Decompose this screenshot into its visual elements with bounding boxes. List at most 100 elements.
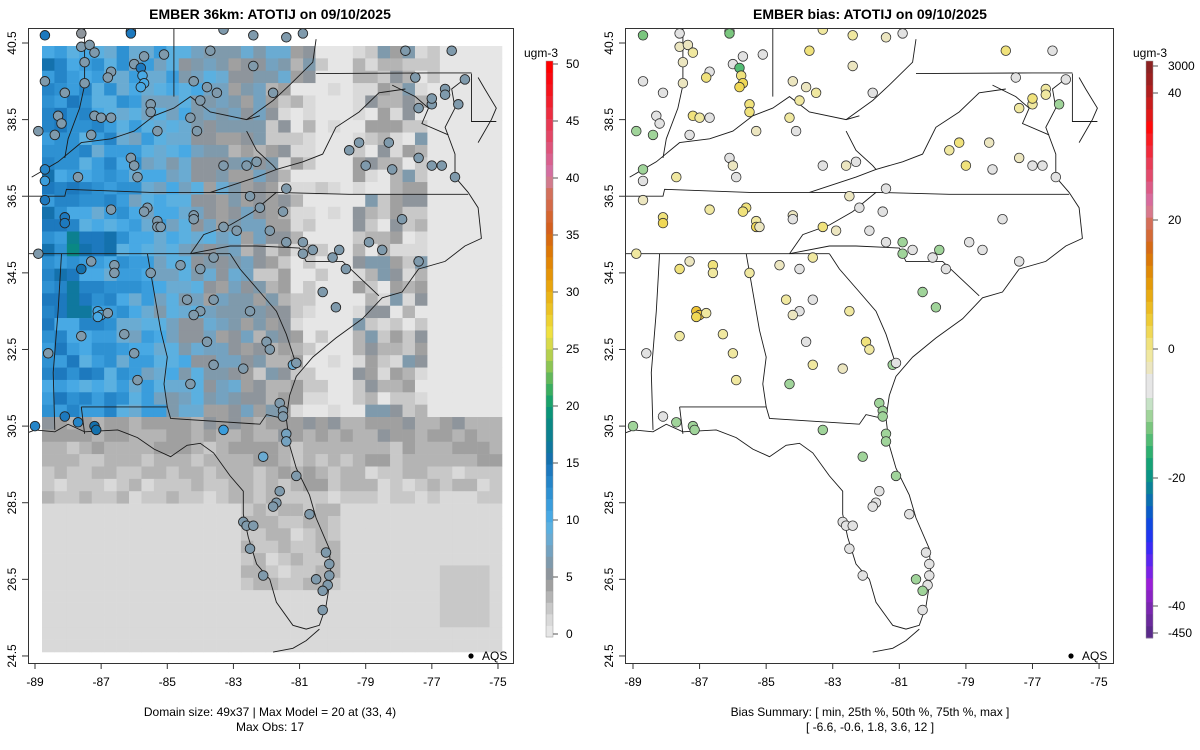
grid-cell (464, 417, 478, 430)
grid-cell (178, 602, 192, 616)
grid-cell (452, 206, 465, 220)
grid-cell (116, 219, 130, 232)
grid-cell (216, 454, 229, 467)
grid-cell (303, 590, 316, 603)
grid-cell (278, 70, 291, 84)
grid-cell (203, 590, 217, 603)
colorbar-swatch (1146, 421, 1153, 435)
station-marker (105, 204, 117, 215)
grid-cell (303, 466, 316, 480)
grid-cell (42, 95, 55, 109)
grid-cell (315, 132, 329, 146)
bias-station-marker (880, 436, 892, 447)
station-marker (281, 436, 292, 447)
grid-cell (253, 392, 267, 405)
grid-cell (352, 454, 366, 467)
grid-cell (278, 466, 291, 480)
grid-cell (116, 367, 130, 381)
grid-cell (414, 454, 428, 467)
grid-cell (290, 95, 304, 109)
grid-cell (166, 194, 180, 208)
grid-cell (228, 256, 242, 269)
grid-cell (464, 256, 478, 269)
grid-cell (178, 528, 192, 541)
grid-cell (228, 293, 242, 307)
right-x-axis: -89 -87 -85 -83 -81 -79 -77 -75 (624, 663, 1108, 689)
grid-cell (216, 627, 229, 640)
y-tick-label: 24.5 (602, 644, 616, 668)
grid-cell (377, 107, 391, 121)
grid-cell (66, 404, 80, 418)
grid-cell (377, 157, 391, 170)
grid-cell (228, 379, 242, 393)
grid-cell (464, 590, 478, 603)
grid-cell (253, 70, 267, 84)
grid-cell (477, 441, 490, 455)
grid-cell (477, 367, 490, 381)
grid-cell (240, 466, 254, 480)
grid-cell (178, 503, 192, 517)
grid-cell (402, 577, 416, 591)
grid-cell (216, 404, 229, 418)
grid-cell (203, 602, 217, 616)
grid-cell (402, 454, 416, 467)
grid-cell (153, 330, 167, 344)
grid-cell (203, 194, 217, 208)
grid-cell (91, 441, 105, 455)
grid-cell (228, 107, 242, 121)
grid-cell (452, 318, 465, 331)
grid-cell (352, 231, 366, 245)
grid-cell (489, 590, 503, 603)
grid-cell (129, 429, 142, 443)
grid-cell (439, 70, 453, 84)
grid-cell (178, 392, 192, 405)
grid-cell (240, 528, 254, 541)
station-marker (152, 125, 163, 137)
grid-cell (278, 590, 291, 603)
grid-cell (216, 367, 229, 381)
colorbar-swatch (546, 556, 553, 569)
grid-cell (365, 503, 378, 517)
grid-cell (153, 355, 167, 368)
grid-cell (439, 404, 453, 418)
grid-cell (153, 70, 167, 84)
grid-cell (216, 305, 229, 319)
grid-cell (129, 540, 142, 554)
grid-cell (352, 182, 366, 195)
station-marker (33, 248, 44, 259)
grid-cell (216, 491, 229, 504)
border-line (650, 253, 661, 430)
station-marker (386, 164, 398, 175)
grid-cell (178, 355, 192, 368)
station-marker (102, 72, 114, 83)
station-marker (79, 77, 90, 89)
grid-cell (303, 293, 316, 307)
grid-cell (340, 293, 354, 307)
grid-cell (489, 194, 503, 208)
bias-station-marker (907, 244, 918, 256)
station-marker (125, 29, 137, 39)
bias-station-marker (691, 311, 702, 323)
grid-cell (352, 553, 366, 566)
y-tick-label: 24.5 (5, 644, 19, 668)
bias-station-marker (637, 30, 649, 41)
grid-cell (104, 379, 117, 393)
grid-cell (464, 528, 478, 541)
grid-cell (265, 46, 279, 59)
station-marker (188, 213, 199, 225)
station-marker (330, 302, 342, 313)
grid-cell (104, 478, 117, 492)
grid-cell (365, 639, 378, 653)
grid-cell (240, 206, 254, 220)
bias-station-marker (724, 29, 735, 39)
grid-cell (91, 95, 105, 109)
grid-cell (240, 95, 254, 109)
grid-cell (116, 70, 130, 84)
grid-cell (365, 182, 378, 195)
grid-cell (216, 379, 229, 393)
bias-station-marker (960, 160, 972, 171)
grid-cell (66, 318, 80, 331)
grid-cell (439, 169, 453, 183)
grid-cell (365, 491, 378, 504)
grid-cell (129, 404, 142, 418)
